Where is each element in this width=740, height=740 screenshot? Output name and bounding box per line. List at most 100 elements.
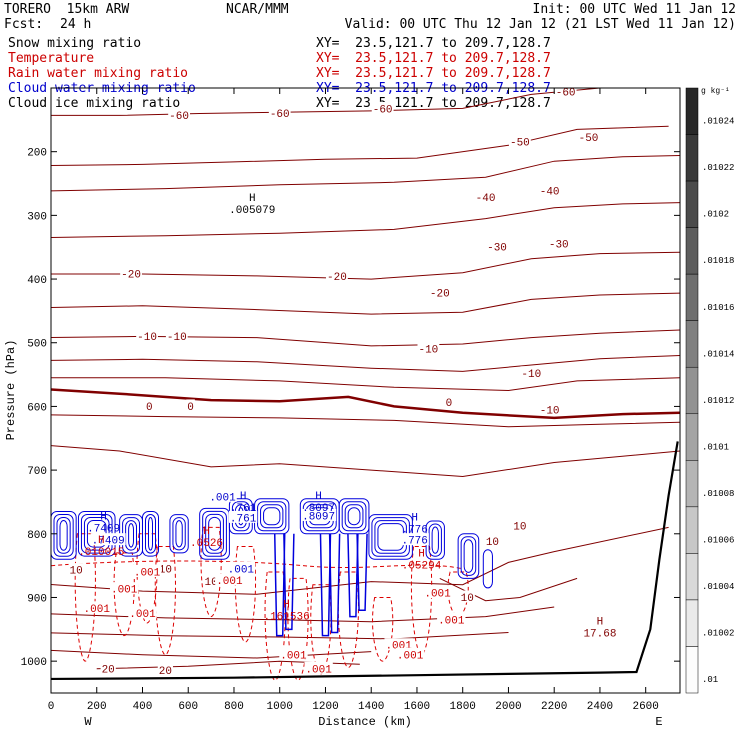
colorbar-swatch <box>685 506 699 554</box>
temperature-label: 10 <box>513 522 526 534</box>
y-tick-label: 1000 <box>21 657 47 669</box>
x-tick-label: 1200 <box>312 701 338 713</box>
temperature-label: 20 <box>102 664 115 676</box>
maximum-symbol: H <box>100 511 107 523</box>
temperature-label-bg <box>554 88 577 97</box>
cloud-water-contour <box>344 504 364 529</box>
rain-water-label-bg <box>437 612 466 625</box>
temperature-label-bg <box>577 130 600 143</box>
x-tick-label: 1000 <box>267 701 293 713</box>
temperature-contour <box>51 388 680 420</box>
y-tick-label: 600 <box>27 402 47 414</box>
colorbar-tick-label: .01004 <box>702 582 734 592</box>
temperature-contour <box>51 88 627 116</box>
maximum-value: 17.68 <box>583 629 616 641</box>
colorbar-tick-label: .01008 <box>702 489 734 499</box>
temperature-label-bg <box>538 403 561 416</box>
cloud-water-contour <box>263 507 281 526</box>
rain-water-contour <box>154 546 176 656</box>
temperature-contour <box>51 125 669 167</box>
temperature-label: -30 <box>487 243 507 255</box>
temperature-label: -10 <box>418 345 438 357</box>
y-axis-label: Pressure (hPa) <box>4 340 18 441</box>
temperature-label: -20 <box>327 272 347 284</box>
temperature-label-bg <box>186 399 195 412</box>
temperature-label: 10 <box>486 537 499 549</box>
temperature-contour <box>439 577 578 602</box>
forecast-label: Fcst: <box>4 17 44 32</box>
init-time: Init: 00 UTC Wed 11 Jan 12 <box>532 2 737 17</box>
temperature-label: -60 <box>270 109 290 121</box>
temperature-contour <box>51 292 680 315</box>
cloud-water-contour <box>460 536 477 576</box>
cloud-water-contour <box>199 507 230 560</box>
cloud-water-contour <box>147 517 154 551</box>
colorbar-tick-label: .0102 <box>702 210 729 220</box>
cloud-water-contour <box>205 513 224 554</box>
colorbar-swatch <box>685 413 699 461</box>
temperature-contour <box>51 155 680 192</box>
temperature-label: 10 <box>205 577 218 589</box>
temperature-label-bg <box>520 366 543 379</box>
rain-water-label-bg <box>304 661 333 674</box>
colorbar-swatch <box>685 366 699 415</box>
temperature-contour <box>51 526 669 595</box>
rain-water-label: .001 <box>397 650 424 662</box>
cloud-water-contour <box>172 517 186 551</box>
colorbar-swatch <box>685 599 699 647</box>
cloud-water-contour <box>260 504 284 529</box>
temperature-contour <box>51 329 680 347</box>
colorbar-swatch <box>685 460 699 508</box>
cloud-water-label: .8097 <box>302 511 335 523</box>
field-name-rain: Rain water mixing ratio <box>8 66 189 81</box>
maximum-value: .776 <box>401 525 427 537</box>
rain-water-contour <box>51 560 463 570</box>
cloud-water-contour <box>356 533 368 611</box>
temperature-label-bg <box>538 184 561 197</box>
maximum-symbol: H <box>315 491 322 503</box>
y-tick-label: 300 <box>27 211 47 223</box>
y-tick-label: 400 <box>27 275 47 287</box>
x-tick-label: 0 <box>48 701 55 713</box>
rain-water-label-bg <box>423 586 452 599</box>
cloud-water-label: .761 <box>230 513 257 525</box>
cloud-water-contour <box>169 514 189 554</box>
rain-water-label-bg <box>109 582 139 595</box>
y-tick-label: 200 <box>27 148 47 160</box>
rain-water-label-bg <box>279 647 308 660</box>
maximum-symbol: H <box>203 526 210 538</box>
cloud-water-contour <box>254 498 290 535</box>
cloud-water-contour <box>341 501 367 532</box>
temperature-contour <box>51 445 680 478</box>
cloud-water-contour <box>347 507 361 526</box>
maximum-value: .0526 <box>190 538 223 550</box>
maximum-symbol: H <box>240 491 247 503</box>
cloud-water-label: .776 <box>401 536 427 548</box>
west-label: W <box>84 715 92 729</box>
cloud-water-contour <box>319 533 332 637</box>
y-tick-label: 800 <box>27 530 47 542</box>
maximum-symbol: H <box>411 513 418 525</box>
temperature-label: -10 <box>540 406 560 418</box>
temperature-label-bg <box>326 269 348 282</box>
rain-water-label: .001 <box>424 589 451 601</box>
temperature-label: 10 <box>70 566 83 578</box>
cloud-water-contour <box>283 533 295 631</box>
rain-water-label: .001 <box>111 585 138 597</box>
temperature-label-bg <box>168 108 190 121</box>
temperature-label: -10 <box>137 332 157 344</box>
cloud-water-label-bg <box>228 510 258 523</box>
temperature-label: -50 <box>510 138 530 150</box>
temperature-label-bg <box>100 661 116 674</box>
cloud-water-contour <box>175 520 183 548</box>
colorbar-unit: g kg⁻¹ <box>701 87 730 96</box>
x-tick-label: 1800 <box>450 701 476 713</box>
field-xy-cloud-ice: XY= 23.5,121.7 to 209.7,128.7 <box>316 96 551 111</box>
temperature-label-bg <box>508 135 531 148</box>
model-title: TORERO 15km ARW <box>4 2 130 17</box>
colorbar-tick-label: .01012 <box>702 396 734 406</box>
maximum-value: .05294 <box>402 560 442 572</box>
cloud-water-label: .001 <box>228 564 255 576</box>
field-name-temperature: Temperature <box>8 51 95 66</box>
cloud-water-contour <box>463 539 474 573</box>
